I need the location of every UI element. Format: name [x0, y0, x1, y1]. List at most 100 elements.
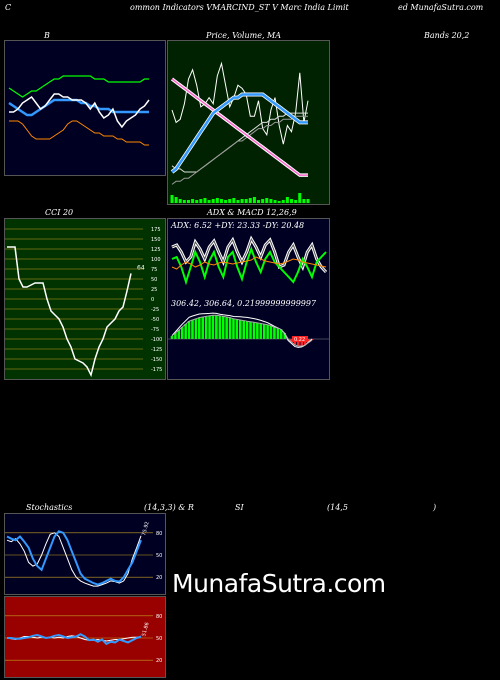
cci-tick-label: 175: [151, 227, 161, 233]
price-chart: [170, 61, 310, 203]
macd-histogram-bar: [232, 318, 235, 339]
rsi-panel: 80 50 20 51.86: [4, 596, 166, 678]
cci-tick-label: -25: [151, 307, 159, 313]
brand-watermark: MunafaSutra.com: [172, 569, 386, 598]
macd-value-badge-bg: [292, 336, 308, 342]
adx-line: [171, 256, 327, 270]
volume-bar: [182, 200, 186, 203]
macd-histogram-bar: [266, 324, 269, 339]
cci-line: [7, 246, 132, 378]
cci-tick-label: -100: [151, 337, 162, 343]
cci-chart: 175 150 125 100 75 50 25 0 -25 -50 -75 -100 -125 -150…: [5, 227, 162, 378]
macd-histogram-bar: [170, 336, 174, 339]
cci-tick-label: 0: [151, 297, 154, 303]
bollinger-upper-line: [8, 75, 149, 98]
macd-histogram-bar: [191, 319, 194, 339]
volume-bar: [248, 198, 252, 203]
adx-values-label: ADX: 6.52 +DY: 23.33 -DY: 20.48: [171, 221, 305, 230]
macd-values-label: 306.42, 306.64, 0.21999999999997: [171, 299, 317, 308]
macd-histogram-bar: [276, 328, 280, 339]
volume-bar: [232, 198, 236, 203]
macd-histogram-bar: [215, 315, 218, 339]
macd-histogram-bar: [307, 339, 310, 343]
volume-bar: [207, 200, 211, 203]
macd-histogram-bar: [300, 339, 304, 347]
volume-bar: [203, 198, 207, 203]
volume-bar: [236, 200, 240, 203]
rsi-tick-label: 80: [156, 614, 162, 620]
adx-macd-chart: 0.22: [168, 235, 329, 348]
rsi-tick-label: 20: [156, 658, 162, 664]
cci-tick-label: 50: [151, 277, 157, 283]
macd-histogram-bar: [208, 315, 211, 339]
volume-bar: [244, 199, 248, 203]
macd-histogram-bar: [256, 322, 259, 339]
bollinger-panel: [4, 40, 166, 176]
stochastics-value-label: 75.92: [141, 521, 151, 536]
macd-histogram-bar: [245, 321, 249, 339]
volume-bar: [195, 200, 199, 203]
macd-histogram-bar: [211, 315, 215, 339]
stochastics-line-main: [6, 532, 142, 587]
bollinger-middle-line: [8, 98, 149, 117]
adx-plus-di: [171, 237, 327, 273]
macd-histogram-bar: [174, 333, 177, 339]
macd-histogram-bar: [228, 317, 232, 339]
macd-histogram-bar: [269, 325, 273, 339]
volume-bar: [219, 199, 223, 203]
cci-tick-label: 125: [151, 247, 161, 253]
cci-tick-label: -50: [151, 317, 159, 323]
volume-bar: [269, 199, 273, 203]
volume-bar: [285, 197, 289, 203]
bollinger-label-b: B: [44, 31, 50, 40]
stochastics-line-signal: [6, 530, 142, 586]
volume-bar: [273, 200, 277, 203]
stoch-params-label: (14,3,3) & R: [144, 503, 194, 512]
rsi-value-label: 51.86: [141, 622, 151, 637]
adx-macd-label: ADX & MACD 12,26,9: [207, 208, 297, 217]
rsi-line-signal: [7, 633, 142, 646]
rsi-tick-label: 50: [156, 636, 162, 642]
rsi-label: SI: [235, 503, 244, 512]
volume-bar: [306, 199, 310, 203]
ma-line-blue-outline: [170, 92, 308, 174]
macd-histogram-bar: [221, 316, 225, 339]
volume-bar: [211, 199, 215, 203]
macd-line: [171, 312, 313, 348]
stochastics-tick-label: 20: [156, 575, 162, 581]
volume-bar: [290, 199, 294, 203]
volume-bar: [186, 200, 190, 203]
cci-tick-label: 150: [151, 237, 161, 243]
macd-histogram-bar: [184, 324, 187, 339]
macd-histogram-bar: [225, 316, 228, 339]
volume-bar: [199, 199, 203, 203]
cci-label: CCI 20: [45, 208, 74, 217]
cci-tick-label: -125: [151, 347, 162, 353]
macd-histogram-bar: [249, 321, 252, 339]
rsi-params-label: (14,5: [327, 503, 348, 512]
rsi-chart: 80 50 20 51.86: [5, 614, 162, 664]
cci-tick-label: -150: [151, 357, 162, 363]
stochastics-tick-label: 80: [156, 531, 162, 537]
volume-bar: [191, 199, 195, 203]
macd-histogram-bar: [194, 318, 198, 339]
macd-histogram-bar: [290, 339, 293, 342]
volume-bar: [170, 195, 174, 203]
header-source: ed MunafaSutra.com: [398, 3, 484, 12]
macd-histogram-bar: [242, 320, 246, 339]
volume-bar: [240, 199, 244, 203]
macd-histogram-bar: [283, 333, 286, 339]
macd-histogram-bar: [201, 316, 205, 339]
macd-value-badge: 0.22: [294, 337, 305, 343]
volume-bar: [302, 199, 306, 203]
header-title: ommon Indicators VMARCIND_ST V Marc Indi…: [130, 3, 349, 12]
stochastics-tick-label: 50: [156, 553, 162, 559]
macd-histogram-bar: [187, 321, 191, 339]
ma-line-pink: [171, 78, 308, 176]
macd-histogram-bar: [180, 327, 184, 339]
volume-bar: [252, 197, 256, 203]
macd-histogram-bar: [262, 324, 266, 339]
volume-bar: [224, 200, 228, 203]
volume-bar: [261, 199, 265, 203]
bollinger-price-line: [9, 93, 150, 129]
